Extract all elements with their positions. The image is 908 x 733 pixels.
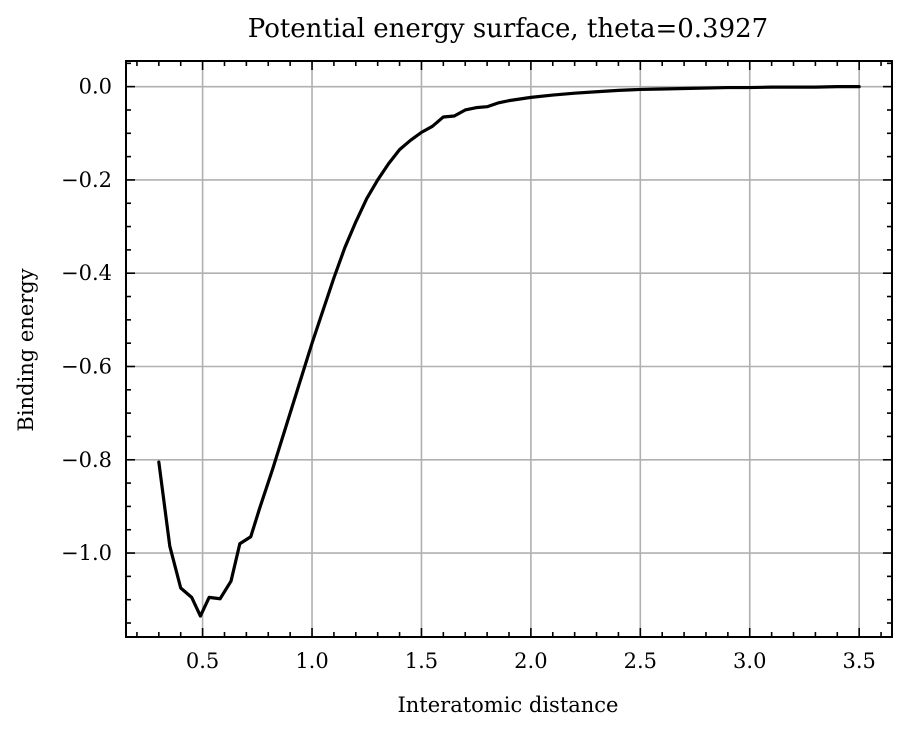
x-tick-labels: 0.5 1.0 1.5 2.0 2.5 3.0 3.5 (186, 649, 876, 673)
data-point (442, 115, 445, 119)
data-point (398, 148, 401, 151)
x-tick-label: 0.5 (186, 649, 219, 673)
data-point (453, 114, 456, 118)
data-point (258, 507, 261, 510)
data-point (321, 309, 325, 312)
data-point (617, 89, 620, 92)
series-line (157, 85, 861, 618)
data-point (376, 178, 379, 182)
chart-title: Potential energy surface, theta=0.3927 (248, 14, 768, 44)
data-point (595, 90, 598, 93)
x-tick-label: 3.0 (733, 649, 766, 673)
data-point (365, 197, 368, 200)
data-point (310, 341, 314, 345)
data-point (770, 85, 773, 89)
data-point (573, 91, 576, 95)
data-point (704, 86, 708, 90)
data-point (682, 87, 686, 90)
y-tick-label: 0.0 (79, 75, 112, 99)
data-point (464, 108, 467, 112)
data-point (857, 85, 861, 88)
x-tick-label: 1.0 (295, 649, 328, 673)
data-point (199, 614, 202, 618)
data-point (661, 87, 664, 91)
data-point (190, 596, 193, 599)
data-point (474, 106, 478, 109)
x-axis-label: Interatomic distance (397, 693, 618, 717)
plot-frame (125, 60, 893, 638)
data-point (551, 93, 554, 97)
data-point (529, 96, 533, 99)
data-point (168, 544, 171, 548)
y-tick-label: −0.2 (61, 168, 112, 192)
data-point (792, 85, 795, 89)
data-point (836, 85, 839, 88)
data-point (157, 460, 161, 464)
grid (126, 61, 892, 637)
y-tick-labels: 0.0 −0.2 −0.4 −0.6 −0.8 −1.0 (61, 75, 112, 565)
data-point (249, 535, 252, 538)
data-point (507, 99, 511, 102)
data-point (409, 139, 412, 142)
y-tick-label: −1.0 (61, 541, 112, 565)
data-point (639, 88, 642, 91)
data-point (496, 101, 500, 105)
data-point (207, 596, 211, 599)
series-layer (157, 85, 861, 618)
data-point (814, 85, 817, 89)
data-point (343, 246, 347, 249)
data-point (420, 131, 423, 134)
x-tick-label: 2.0 (514, 649, 547, 673)
x-tick-label: 3.5 (842, 649, 875, 673)
y-tick-label: −0.4 (61, 261, 112, 285)
x-tick-label: 2.5 (624, 649, 657, 673)
minor-ticks (126, 61, 892, 637)
x-tick-label: 1.5 (405, 649, 438, 673)
data-point (354, 220, 357, 224)
data-point (238, 542, 242, 545)
y-axis-label: Binding energy (14, 268, 38, 431)
y-tick-label: −0.8 (61, 448, 112, 472)
major-ticks (126, 61, 892, 637)
data-point (284, 425, 287, 429)
data-point (726, 86, 730, 89)
data-point (748, 86, 751, 89)
data-point (387, 162, 390, 165)
data-point (179, 586, 182, 590)
data-point (218, 597, 222, 600)
y-tick-label: −0.6 (61, 354, 112, 378)
data-point (229, 579, 233, 583)
data-point (297, 383, 301, 387)
data-point (332, 276, 336, 280)
data-point (431, 125, 434, 128)
data-point (271, 467, 274, 471)
data-point (485, 105, 489, 108)
